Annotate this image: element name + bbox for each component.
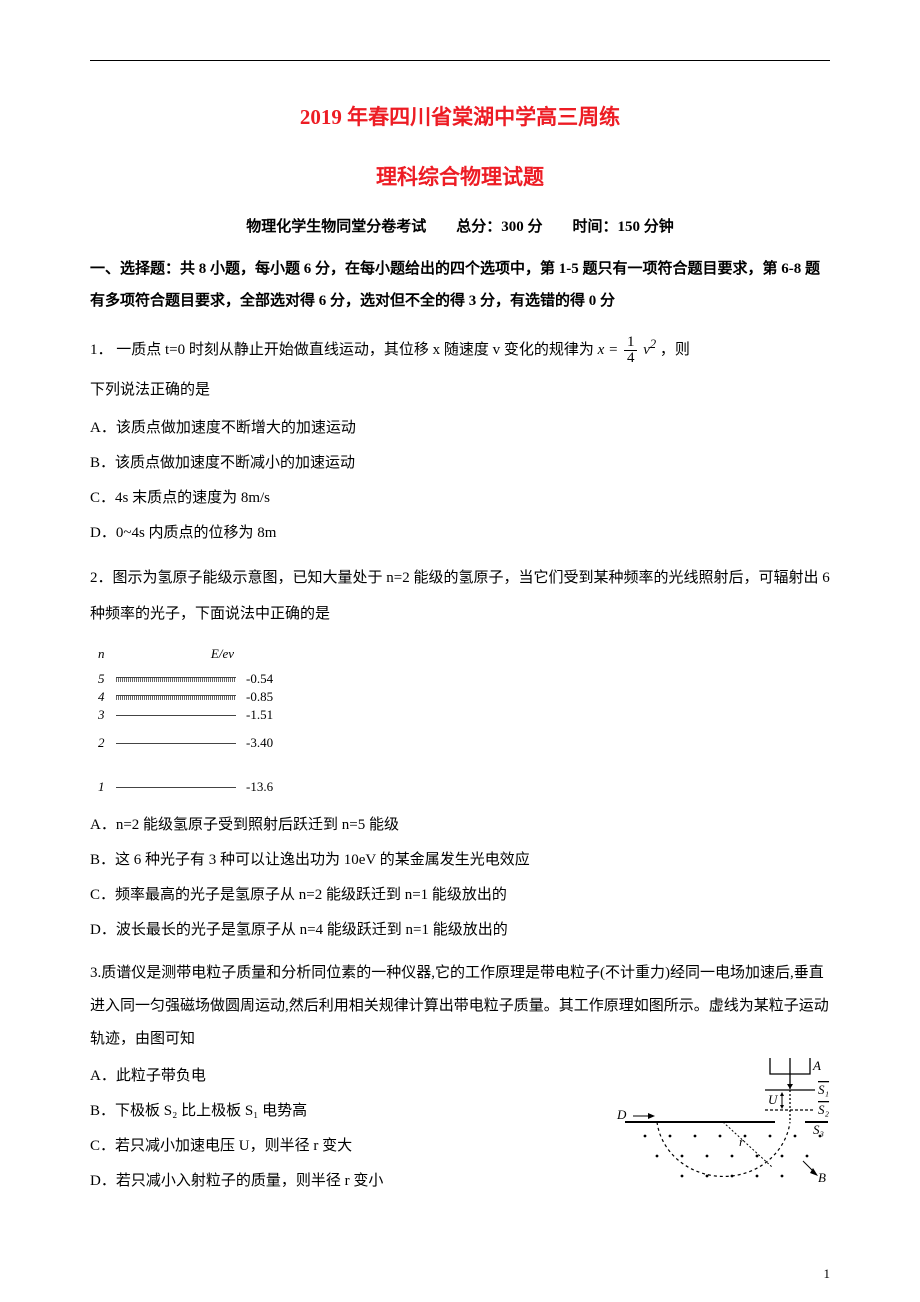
q1-option-c: C．4s 末质点的速度为 8m/s: [90, 482, 830, 515]
energy-val-2: -3.40: [246, 729, 294, 758]
q2-stem-text: 图示为氢原子能级示意图，已知大量处于 n=2 能级的氢原子，当它们受到某种频率的…: [90, 570, 830, 622]
q1-stem: 1． 一质点 t=0 时刻从静止开始做直线运动，其位移 x 随速度 v 变化的规…: [90, 329, 830, 368]
energy-n-1: 1: [98, 773, 116, 802]
q1-fraction: 1 4: [624, 335, 638, 366]
mass-spectrometer-figure: A S₁ U S₂ S₃ D: [615, 1056, 830, 1209]
q1-formula-lhs: x =: [598, 342, 619, 358]
exam-info-line: 物理化学生物同堂分卷考试 总分：300 分 时间：150 分钟: [90, 215, 830, 236]
q2-option-b: B．这 6 种光子有 3 种可以让逸出功为 10eV 的某金属发生光电效应: [90, 844, 830, 877]
label-S3: S₃: [813, 1122, 824, 1137]
label-S2: S₂: [818, 1102, 830, 1117]
q1-option-d: D．0~4s 内质点的位移为 8m: [90, 517, 830, 550]
question-1: 1． 一质点 t=0 时刻从静止开始做直线运动，其位移 x 随速度 v 变化的规…: [90, 329, 830, 550]
energy-line-4: [116, 695, 236, 700]
magnetic-field-dots: [644, 1134, 822, 1177]
main-title: 2019 年春四川省棠湖中学高三周练: [90, 101, 830, 131]
energy-header-n: n: [98, 640, 116, 669]
energy-n-2: 2: [98, 729, 116, 758]
q1-stem-line2: 下列说法正确的是: [90, 372, 830, 408]
label-S1: S₁: [818, 1082, 829, 1097]
mass-spectrometer-svg: A S₁ U S₂ S₃ D: [615, 1056, 830, 1196]
sub-title: 理科综合物理试题: [90, 161, 830, 191]
q2-option-a: A．n=2 能级氢原子受到照射后跃迁到 n=5 能级: [90, 809, 830, 842]
label-D: D: [616, 1107, 627, 1122]
energy-level-2: 2 -3.40: [98, 735, 830, 753]
q1-option-b: B．该质点做加速度不断减小的加速运动: [90, 447, 830, 480]
energy-level-3: 3 -1.51: [98, 707, 830, 725]
q1-number: 1．: [90, 342, 113, 358]
q3-stem-text: 质谱仪是测带电粒子质量和分析同位素的一种仪器,它的工作原理是带电粒子(不计重力)…: [90, 965, 829, 1047]
energy-header: n E/ev: [98, 640, 830, 669]
top-horizontal-rule: [90, 60, 830, 61]
page-number: 1: [824, 1266, 831, 1282]
energy-n-3: 3: [98, 701, 116, 730]
energy-line-3: [116, 715, 236, 716]
energy-val-1: -13.6: [246, 773, 294, 802]
energy-header-e: E/ev: [116, 640, 236, 669]
q1-formula: x = 1 4 v2: [598, 342, 660, 358]
q2-number: 2．: [90, 570, 113, 586]
q1-stem-after: ，则: [660, 342, 690, 358]
q2-option-c: C．频率最高的光子是氢原子从 n=2 能级跃迁到 n=1 能级放出的: [90, 879, 830, 912]
energy-line-5: [116, 677, 236, 682]
label-B: B: [818, 1170, 826, 1185]
q3-number: 3.: [90, 965, 101, 981]
label-A: A: [812, 1058, 821, 1073]
energy-level-diagram: n E/ev 5 -0.54 4 -0.85 3 -1.51 2 -3.40 1…: [98, 640, 830, 797]
q1-frac-den: 4: [624, 351, 638, 366]
q2-stem: 2．图示为氢原子能级示意图，已知大量处于 n=2 能级的氢原子，当它们受到某种频…: [90, 560, 830, 632]
q1-stem-before: 一质点 t=0 时刻从静止开始做直线运动，其位移 x 随速度 v 变化的规律为: [116, 342, 594, 358]
q2-option-d: D．波长最长的光子是氢原子从 n=4 能级跃迁到 n=1 能级放出的: [90, 914, 830, 947]
energy-level-1: 1 -13.6: [98, 779, 830, 797]
question-2: 2．图示为氢原子能级示意图，已知大量处于 n=2 能级的氢原子，当它们受到某种频…: [90, 560, 830, 947]
question-3: 3.质谱仪是测带电粒子质量和分析同位素的一种仪器,它的工作原理是带电粒子(不计重…: [90, 957, 830, 1209]
energy-level-5: 5 -0.54: [98, 671, 830, 689]
q3-stem: 3.质谱仪是测带电粒子质量和分析同位素的一种仪器,它的工作原理是带电粒子(不计重…: [90, 957, 830, 1056]
q1-option-a: A．该质点做加速度不断增大的加速运动: [90, 412, 830, 445]
q1-formula-v: v2: [643, 342, 656, 358]
q1-frac-num: 1: [624, 335, 638, 351]
section-header: 一、选择题：共 8 小题，每小题 6 分，在每小题给出的四个选项中，第 1-5 …: [90, 254, 830, 317]
energy-line-2: [116, 743, 236, 744]
label-U: U: [768, 1092, 779, 1107]
energy-val-3: -1.51: [246, 701, 294, 730]
energy-line-1: [116, 787, 236, 788]
energy-level-4: 4 -0.85: [98, 689, 830, 707]
